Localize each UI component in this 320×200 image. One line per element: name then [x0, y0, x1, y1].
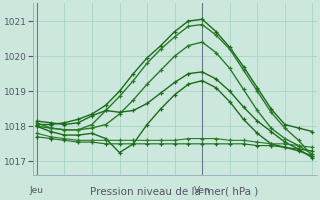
- X-axis label: Pression niveau de la mer( hPa ): Pression niveau de la mer( hPa ): [91, 187, 259, 197]
- Text: Jeu: Jeu: [30, 186, 44, 195]
- Text: Ven: Ven: [194, 186, 211, 195]
